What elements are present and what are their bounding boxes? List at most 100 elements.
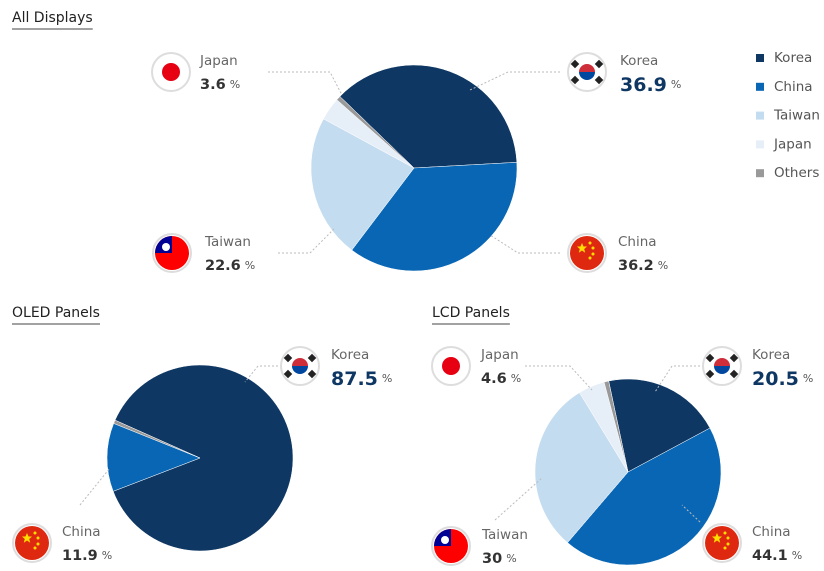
slice-name: China (618, 234, 657, 250)
value-unit: % (671, 78, 681, 91)
value-unit: % (658, 259, 668, 272)
flag-icon (431, 526, 471, 566)
slice-value: 36.9% (620, 74, 681, 96)
flag-small-star (33, 546, 37, 550)
legend-label: Others (774, 165, 819, 181)
slice-name: Korea (620, 53, 658, 69)
flag-bars (705, 353, 715, 363)
value-unit: % (506, 552, 516, 565)
value-number: 36.9 (620, 74, 667, 96)
slice-name: Taiwan (204, 234, 251, 250)
flag-star (22, 533, 32, 543)
slice-value: 3.6% (200, 77, 240, 93)
legend-swatch (756, 111, 764, 120)
legend-swatch (756, 169, 764, 178)
slice-name: China (62, 524, 101, 540)
flag-bars (729, 353, 739, 363)
pie-slice (534, 392, 629, 544)
value-unit: % (230, 78, 240, 91)
flag-icon (567, 233, 607, 273)
flag-bars (283, 369, 293, 379)
flag-icon (152, 233, 192, 273)
value-number: 11.9 (62, 548, 98, 564)
value-number: 30 (482, 551, 502, 567)
flag-bars (307, 353, 317, 363)
value-number: 87.5 (331, 368, 378, 390)
flag-small-star (591, 252, 595, 256)
pie-slice (339, 64, 518, 169)
slice-name: Japan (480, 347, 519, 363)
slice-name: Japan (199, 53, 238, 69)
slice-value: 44.1% (752, 548, 802, 564)
leader-line (244, 365, 278, 383)
flag-icon (431, 346, 471, 386)
flag-sun (162, 243, 170, 251)
flag-sun (441, 536, 449, 544)
pie-slice (113, 419, 201, 459)
leader-line (469, 71, 560, 91)
flag-bot (292, 366, 308, 374)
slice-name: China (752, 524, 791, 540)
slice-value: 11.9% (62, 548, 112, 564)
flag-small-star (726, 542, 730, 546)
pie-slice (112, 364, 294, 552)
pie-slice (351, 162, 518, 272)
flag-icon (151, 52, 191, 92)
leader-line (494, 477, 543, 521)
value-number: 3.6 (200, 77, 226, 93)
flag-field (570, 236, 604, 270)
leader-line (681, 504, 701, 523)
legend-label: Japan (773, 136, 812, 152)
legend-swatch (756, 54, 764, 62)
slice-name: Korea (331, 347, 369, 363)
value-number: 44.1 (752, 548, 788, 564)
flag-small-star (588, 241, 592, 245)
value-unit: % (102, 549, 112, 562)
pie-slice (603, 380, 629, 473)
legend-swatch (756, 82, 764, 91)
value-unit: % (382, 372, 392, 385)
flag-small-star (726, 536, 730, 540)
flag-small-star (33, 531, 37, 535)
flag-icon (702, 346, 742, 386)
flag-small-star (36, 542, 40, 546)
slice-value: 36.2% (618, 258, 668, 274)
slice-name: Korea (752, 347, 790, 363)
flag-field (15, 526, 49, 560)
flag-field (705, 526, 739, 560)
slice-value: 20.5% (752, 368, 813, 390)
legend-swatch (756, 140, 764, 149)
slice-value: 4.6% (481, 371, 521, 387)
flag-disc (442, 357, 460, 375)
flag-star (577, 243, 587, 253)
value-unit: % (792, 549, 802, 562)
leader-line (278, 227, 336, 254)
flag-bars (729, 369, 739, 379)
value-unit: % (803, 372, 813, 385)
flag-small-star (591, 246, 595, 250)
pie-slice (336, 96, 415, 169)
flag-icon (12, 523, 52, 563)
pie-slice (310, 118, 415, 251)
flag-icon (280, 346, 320, 386)
flag-bars (307, 369, 317, 379)
flag-star (712, 533, 722, 543)
value-unit: % (511, 372, 521, 385)
legend-label: Korea (774, 50, 812, 66)
pie-slice (567, 427, 722, 566)
flag-bot (714, 366, 730, 374)
slice-value: 30% (482, 551, 517, 567)
flag-top (292, 358, 308, 366)
flag-icon (567, 52, 607, 92)
flag-small-star (36, 536, 40, 540)
value-number: 20.5 (752, 368, 799, 390)
pie-slice (608, 378, 711, 473)
leader-line (654, 365, 700, 393)
legend-label: China (774, 79, 813, 95)
value-number: 22.6 (205, 258, 241, 274)
flag-bars (283, 353, 293, 363)
leader-line (268, 71, 343, 96)
flag-small-star (588, 256, 592, 260)
leader-line (489, 234, 560, 254)
